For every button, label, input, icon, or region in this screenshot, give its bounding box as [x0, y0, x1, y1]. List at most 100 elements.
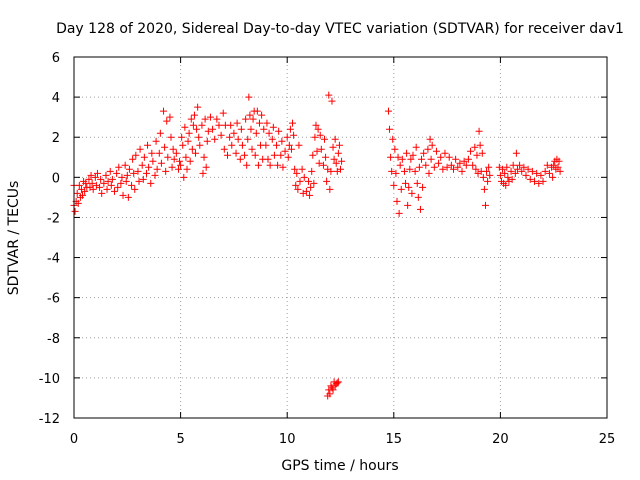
data-point: [449, 165, 457, 173]
data-point: [502, 181, 510, 189]
data-point: [228, 141, 236, 149]
data-point: [263, 119, 271, 127]
data-point: [262, 141, 270, 149]
data-point: [189, 121, 197, 129]
data-point: [308, 167, 316, 175]
data-point: [203, 137, 211, 145]
data-point: [333, 379, 341, 387]
data-point: [136, 145, 144, 153]
y-tick-label: 0: [52, 171, 60, 186]
data-point: [206, 113, 214, 121]
data-point: [290, 131, 298, 139]
data-point: [298, 165, 306, 173]
data-point: [274, 161, 282, 169]
data-point: [414, 193, 422, 201]
data-point: [314, 125, 322, 133]
data-point: [170, 155, 178, 163]
data-point: [202, 163, 210, 171]
data-point: [460, 157, 468, 165]
data-point: [330, 155, 338, 163]
data-point: [533, 169, 541, 177]
data-point: [266, 161, 274, 169]
data-point: [447, 161, 455, 169]
data-point: [183, 165, 191, 173]
data-point: [475, 127, 483, 135]
data-point: [452, 155, 460, 163]
data-point: [217, 131, 225, 139]
data-point: [316, 131, 324, 139]
data-point: [241, 151, 249, 159]
data-point: [478, 149, 486, 157]
data-point: [289, 119, 297, 127]
data-point: [166, 113, 174, 121]
x-axis-label: GPS time / hours: [281, 458, 398, 474]
data-point: [394, 153, 402, 161]
data-point: [275, 127, 283, 135]
data-point: [412, 143, 420, 151]
data-point: [192, 149, 200, 157]
data-point: [524, 165, 532, 173]
data-point: [296, 177, 304, 185]
data-point: [503, 163, 511, 171]
data-point: [310, 179, 318, 187]
data-point: [325, 91, 333, 99]
data-point: [124, 193, 132, 201]
data-point: [96, 183, 104, 191]
data-point: [293, 169, 301, 177]
data-point: [73, 189, 81, 197]
chart-title: Day 128 of 2020, Sidereal Day-to-day VTE…: [56, 21, 624, 37]
data-point: [279, 163, 287, 171]
data-point: [142, 169, 150, 177]
data-point: [88, 179, 96, 187]
data-point: [484, 177, 492, 185]
data-point: [119, 191, 127, 199]
data-point: [473, 151, 481, 159]
data-point: [108, 175, 116, 183]
data-points: [70, 91, 564, 400]
data-point: [328, 97, 336, 105]
data-point: [132, 151, 140, 159]
data-point: [435, 159, 443, 167]
data-point: [181, 123, 189, 131]
data-point: [420, 149, 428, 157]
data-point: [395, 209, 403, 217]
data-point: [185, 129, 193, 137]
y-tick-label: -10: [39, 372, 60, 387]
data-point: [311, 133, 319, 141]
data-point: [437, 153, 445, 161]
data-point: [413, 179, 421, 187]
y-tick-labels: 6 4 2 0 -2 -4 -6 -8 -10 -12: [39, 51, 60, 427]
data-point: [392, 169, 400, 177]
data-point: [234, 135, 242, 143]
data-point: [323, 177, 331, 185]
data-point: [174, 165, 182, 173]
data-point: [408, 189, 416, 197]
data-point: [227, 121, 235, 129]
data-point: [464, 155, 472, 163]
data-point: [168, 163, 176, 171]
data-point: [220, 145, 228, 153]
data-point: [398, 155, 406, 163]
grid-lines: [74, 57, 607, 418]
data-point: [501, 169, 509, 177]
data-point: [81, 187, 89, 195]
data-point: [85, 175, 93, 183]
data-point: [554, 163, 562, 171]
data-point: [294, 185, 302, 193]
data-point: [307, 183, 315, 191]
data-point: [476, 141, 484, 149]
data-point: [247, 125, 255, 133]
data-point: [187, 115, 195, 123]
data-point: [416, 205, 424, 213]
data-point: [204, 127, 212, 135]
data-point: [332, 159, 340, 167]
data-point: [164, 153, 172, 161]
data-point: [405, 183, 413, 191]
data-point: [196, 141, 204, 149]
data-point: [188, 145, 196, 153]
data-point: [295, 141, 303, 149]
y-tick-label: -4: [47, 252, 60, 267]
data-point: [321, 135, 329, 143]
